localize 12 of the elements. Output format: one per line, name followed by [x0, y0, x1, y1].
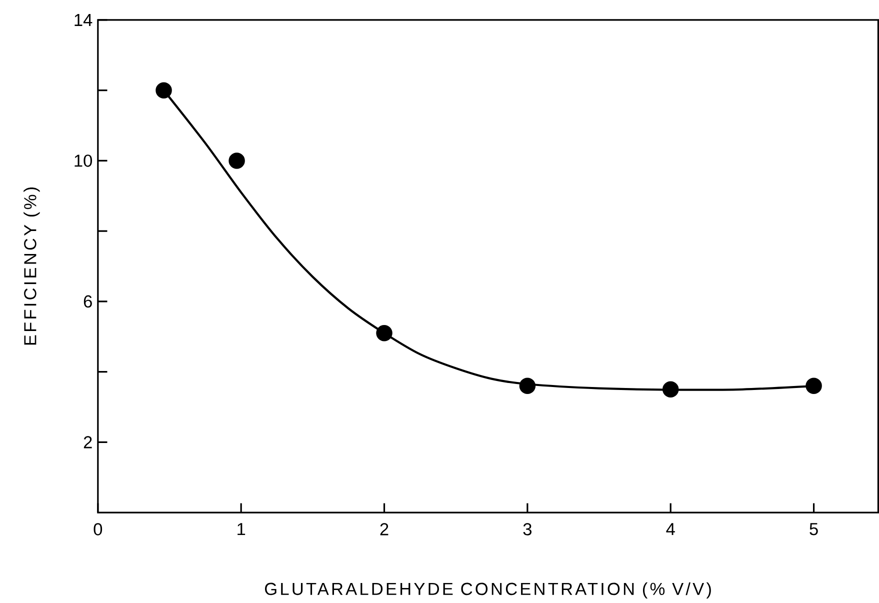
x-tick-label: 1 [238, 523, 246, 536]
x-tick-label: 2 [380, 523, 388, 536]
x-tick-label: 5 [810, 523, 818, 536]
x-axis-title: GLUTARALDEHYDE CONCENTRATION (% V/V) [265, 582, 711, 599]
x-tick-label: 3 [523, 523, 532, 536]
y-tick-label: 2 [84, 436, 92, 448]
y-tick-label: 14 [74, 14, 92, 26]
y-axis-title: EFFICIENCY (%) [24, 188, 40, 345]
x-tick-label: 0 [94, 523, 102, 536]
y-tick-label: 6 [84, 295, 92, 308]
y-tick-label: 10 [74, 154, 92, 167]
x-tick-label: 4 [666, 523, 675, 536]
